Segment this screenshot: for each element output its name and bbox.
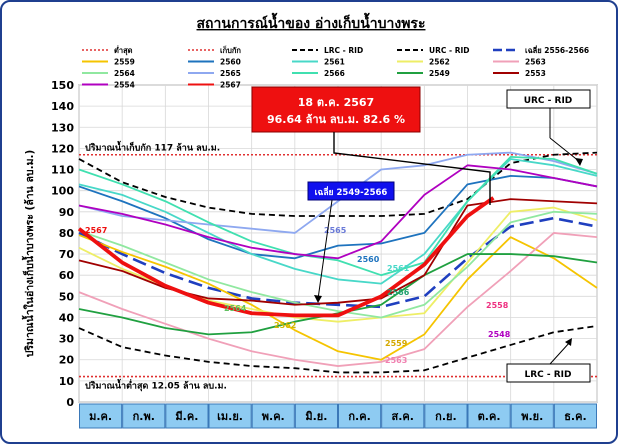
callout-value: 96.64 ล้าน ลบ.ม. 82.6 % [267,113,405,126]
x-tick-label: ก.ย. [435,410,456,423]
x-tick-label: ธ.ค. [564,410,586,423]
y-tick-label: 70 [59,248,75,261]
legend-label: 2554 [114,81,135,90]
y-tick-label: 110 [51,164,74,177]
legend-label: 2564 [114,69,135,78]
y-tick-label: 90 [59,206,75,219]
series-label: 2567 [85,226,107,235]
legend-label: 2562 [429,58,450,67]
x-tick-label: มิ.ย. [305,410,327,423]
y-tick-label: 80 [59,227,75,240]
series-label: 2559 [385,339,408,348]
series-label: 2562 [274,321,296,330]
series-label: 2566 [387,288,410,297]
y-axis-label: ปริมาณน้ำในอ่างเก็บน้ำบางพระ (ล้าน ลบ.ม.… [21,150,36,358]
legend-label: 2567 [220,81,241,90]
legend-label: URC - RID [429,46,470,55]
legend-label: 2561 [324,58,345,67]
x-tick-label: ส.ค. [392,410,414,423]
y-tick-label: 10 [59,375,75,388]
y-tick-label: 130 [51,121,74,134]
legend-label: 2553 [525,69,546,78]
legend-label: 2560 [220,58,241,67]
legend-label: 2566 [324,69,345,78]
y-tick-label: 40 [59,311,75,324]
x-tick-label: เม.ย. [217,410,243,423]
lrc-label: LRC - RID [524,370,571,380]
legend-label: LRC - RID [324,46,363,55]
series-label: 2564 [224,304,247,313]
x-tick-label: พ.ย. [521,410,543,423]
x-tick-label: ต.ค. [478,410,501,423]
legend-label: 2559 [114,58,135,67]
callout-date: 18 ต.ค. 2567 [298,96,374,109]
series-label: 2558 [486,301,509,310]
chart-title: สถานการณ์น้ำของ อ่างเก็บน้ำบางพระ [197,12,426,32]
legend-label: ต่ำสุด [114,44,133,55]
x-tick-label: มี.ค. [175,410,198,423]
y-tick-label: 20 [59,354,75,367]
x-tick-label: พ.ค. [262,410,285,423]
y-tick-label: 30 [59,333,75,346]
series-label: 2561 [387,264,410,273]
x-tick-label: ก.ค. [348,410,370,423]
y-tick-label: 60 [59,269,75,282]
y-tick-label: 50 [59,290,75,303]
y-tick-label: 150 [51,79,74,92]
series-label: 2560 [357,255,380,264]
y-tick-label: 0 [66,396,74,409]
y-tick-label: 100 [51,185,74,198]
series-label: 2548 [488,330,511,339]
y-tick-label: 120 [51,142,74,155]
legend-label: 2563 [525,58,546,67]
x-tick-label: ม.ค. [89,410,112,423]
series-label: 2563 [385,356,407,365]
legend-label: เฉลี่ย 2556-2566 [525,44,589,55]
urc-label: URC - RID [524,96,573,106]
legend-label: 2565 [220,69,241,78]
legend-label: 2549 [429,69,450,78]
legend-label: เก็บกัก [220,45,241,55]
y-tick-label: 140 [51,100,74,113]
x-tick-label: ก.พ. [133,410,155,423]
